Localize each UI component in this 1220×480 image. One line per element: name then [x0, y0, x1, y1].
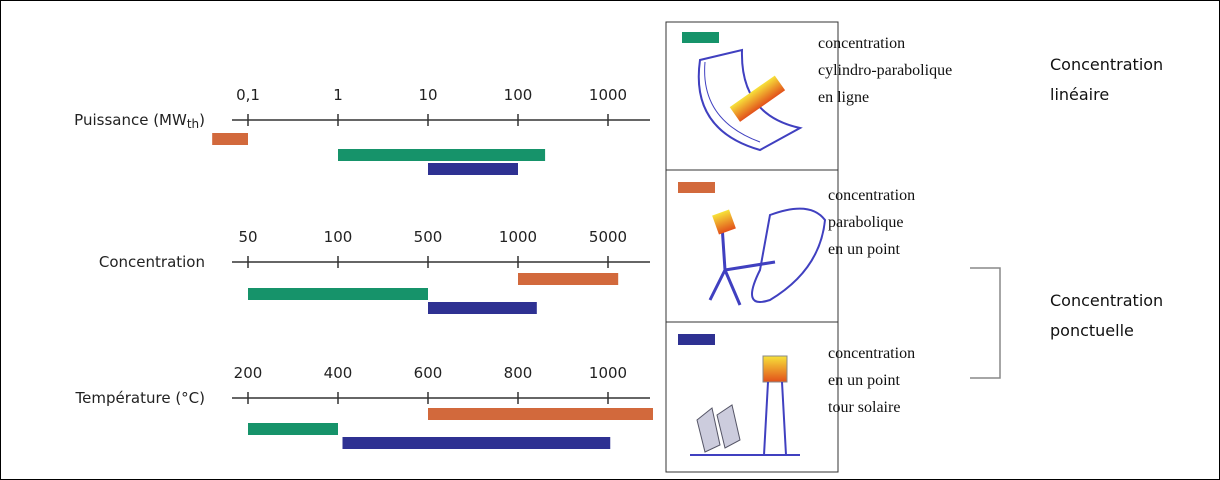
tech-label: concentration	[828, 187, 915, 204]
range-bar	[342, 437, 611, 449]
range-bar	[248, 288, 428, 300]
tick-label: 10	[418, 86, 437, 104]
tech-label: cylindro-parabolique	[818, 62, 952, 79]
receiver	[729, 75, 786, 122]
tech-label: en un point	[828, 372, 901, 389]
tick-label: 0,1	[236, 86, 260, 104]
axis-label: Température (°C)	[75, 389, 205, 407]
axis-label: Puissance (MWth)	[74, 111, 205, 131]
trough-inner	[704, 61, 761, 143]
range-bar	[428, 163, 518, 175]
tech-label: concentration	[828, 345, 915, 362]
tick-label: 200	[234, 364, 263, 382]
axis-label-end: )	[199, 111, 205, 129]
legend-swatch	[678, 182, 715, 193]
group-label: ponctuelle	[1050, 321, 1134, 340]
axis-label-text: Puissance (MW	[74, 111, 187, 129]
tech-label: concentration	[818, 35, 905, 52]
tech-label: tour solaire	[828, 399, 900, 416]
dish	[751, 207, 827, 303]
range-bar	[428, 408, 653, 420]
range-bar	[212, 133, 248, 145]
axis-label-text: Concentration	[99, 253, 205, 271]
tick-label: 600	[414, 364, 443, 382]
group-label: Concentration	[1050, 291, 1163, 310]
illustrations	[665, 21, 1001, 473]
box	[665, 321, 839, 473]
axis-label: Concentration	[99, 253, 205, 271]
tower-receiver	[762, 355, 788, 383]
dish-arm	[708, 224, 776, 306]
tech-label: en un point	[828, 241, 901, 258]
bracket	[970, 267, 1001, 379]
group-label: linéaire	[1050, 85, 1109, 104]
tech-label: parabolique	[828, 214, 904, 231]
axis-label-sub: th	[187, 117, 199, 131]
tick-label: 1000	[589, 86, 627, 104]
range-bar	[428, 302, 537, 314]
group-label: Concentration	[1050, 55, 1163, 74]
trough	[697, 48, 803, 152]
tick-label: 400	[324, 364, 353, 382]
tick-label: 50	[238, 228, 257, 246]
tick-label: 500	[414, 228, 443, 246]
axis-label-text: Température (°C)	[75, 389, 205, 407]
range-bar	[338, 149, 546, 161]
range-bar	[248, 423, 338, 435]
tick-label: 100	[324, 228, 353, 246]
heliostats	[696, 404, 741, 453]
tick-label: 1	[333, 86, 343, 104]
tick-label: 5000	[589, 228, 627, 246]
tower	[690, 381, 800, 456]
tick-label: 1000	[499, 228, 537, 246]
tech-label: en ligne	[818, 89, 869, 106]
tick-label: 100	[504, 86, 533, 104]
dish-receiver	[712, 209, 736, 235]
legend-swatch	[682, 32, 719, 43]
tick-label: 1000	[589, 364, 627, 382]
tick-label: 800	[504, 364, 533, 382]
legend-swatch	[678, 334, 715, 345]
range-bar	[518, 273, 619, 285]
